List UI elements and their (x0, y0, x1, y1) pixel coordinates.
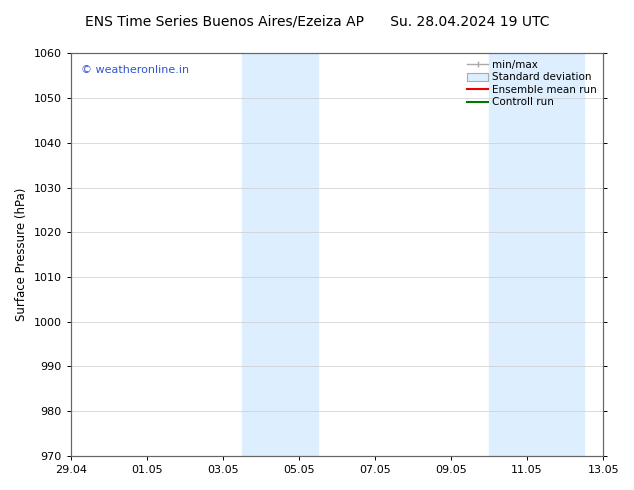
Legend: min/max, Standard deviation, Ensemble mean run, Controll run: min/max, Standard deviation, Ensemble me… (464, 56, 600, 110)
Bar (489, 53, 584, 456)
Text: ENS Time Series Buenos Aires/Ezeiza AP      Su. 28.04.2024 19 UTC: ENS Time Series Buenos Aires/Ezeiza AP S… (85, 15, 549, 29)
Y-axis label: Surface Pressure (hPa): Surface Pressure (hPa) (15, 188, 28, 321)
Bar (242, 53, 318, 456)
Text: © weatheronline.in: © weatheronline.in (81, 65, 190, 75)
